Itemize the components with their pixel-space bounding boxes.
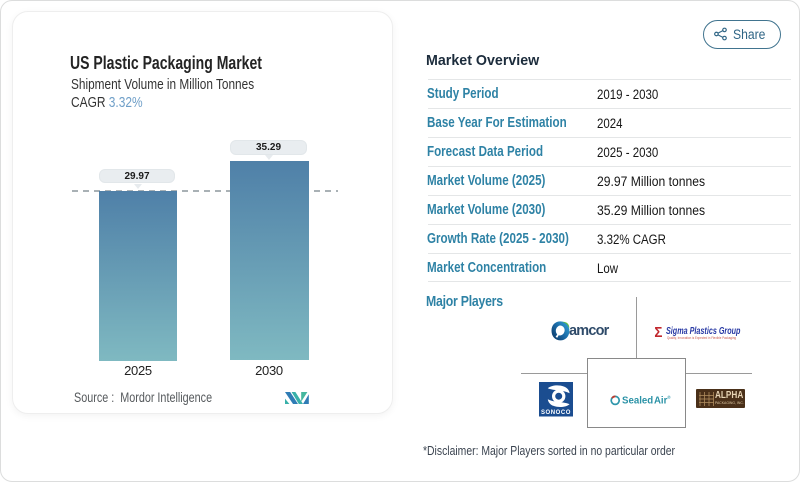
svg-text:SONOCO: SONOCO (541, 410, 571, 416)
